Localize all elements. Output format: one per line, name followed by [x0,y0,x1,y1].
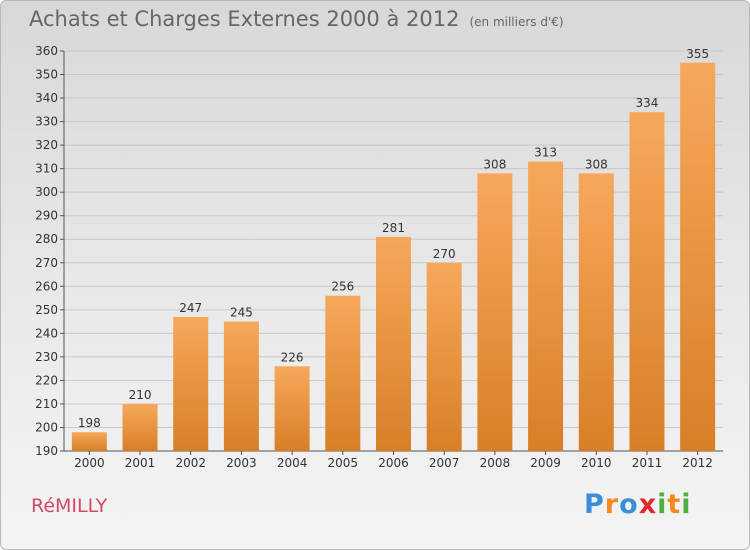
bar [426,262,462,451]
bar-value-label: 247 [179,301,202,315]
y-tick-label: 210 [35,397,58,411]
bar [376,236,411,451]
bar [173,316,209,451]
x-tick-label: 2003 [226,456,257,470]
y-tick-label: 270 [35,256,58,270]
bar [578,173,614,451]
bar [223,321,259,451]
x-tick-label: 2002 [175,456,206,470]
bar-value-label: 355 [686,47,709,61]
bar-value-label: 308 [585,157,608,171]
x-tick-label: 2007 [429,456,460,470]
y-tick-label: 280 [35,232,58,246]
y-tick-label: 290 [35,209,58,223]
bar-value-label: 256 [331,280,354,294]
bar [477,173,513,451]
y-tick-label: 330 [35,115,58,129]
logo-letter: r [604,489,620,520]
bar-value-label: 334 [636,96,659,110]
labels: 190 200 210 220 230 240 250 260 270 280 290 300 310 3… [35,44,713,470]
bar [629,112,665,452]
x-tick-label: 2009 [530,456,561,470]
bar-value-label: 281 [382,221,405,235]
logo-letter: x [638,489,658,520]
bar-value-label: 226 [281,350,304,364]
location-name: RéMILLY [31,495,108,517]
y-tick-label: 220 [35,373,58,387]
x-tick-label: 2012 [682,456,713,470]
x-tick-label: 2005 [328,456,359,470]
x-tick-label: 2004 [277,456,308,470]
bars [71,62,716,452]
logo-letter: P [584,489,605,520]
y-tick-label: 190 [35,444,58,458]
y-tick-label: 260 [35,279,58,293]
bar [122,403,158,451]
bar-value-label: 245 [230,306,253,320]
x-tick-label: 2006 [378,456,409,470]
x-tick-label: 2001 [125,456,156,470]
y-tick-label: 340 [35,91,58,105]
y-tick-label: 350 [35,68,58,82]
logo-letter: i [657,489,668,520]
x-tick-label: 2011 [632,456,663,470]
chart-subtitle: (en milliers d'€) [469,15,564,29]
bar-value-label: 308 [483,157,506,171]
x-tick-label: 2008 [480,456,511,470]
x-tick-label: 2010 [581,456,612,470]
y-tick-label: 240 [35,326,58,340]
y-tick-label: 300 [35,185,58,199]
chart-title-text: Achats et Charges Externes 2000 à 2012 [29,7,460,31]
y-tick-label: 310 [35,162,58,176]
bar [274,366,310,451]
bar [71,432,107,451]
bar [325,295,361,451]
chart-title: Achats et Charges Externes 2000 à 2012 (e… [29,7,564,31]
bar [528,161,564,451]
y-tick-label: 200 [35,420,58,434]
y-tick-label: 320 [35,138,58,152]
bar [680,62,716,451]
y-tick-label: 250 [35,303,58,317]
logo-letter: i [681,489,692,520]
bar-value-label: 313 [534,146,557,160]
y-tick-label: 230 [35,350,58,364]
bar-value-label: 210 [129,388,152,402]
bar-value-label: 198 [78,416,101,430]
logo-letter: t [667,489,682,520]
proxiti-logo: Proxiti [584,489,692,520]
x-tick-label: 2000 [74,456,105,470]
logo-letter: o [619,489,639,520]
bar-value-label: 270 [433,247,456,261]
y-tick-label: 360 [35,44,58,58]
